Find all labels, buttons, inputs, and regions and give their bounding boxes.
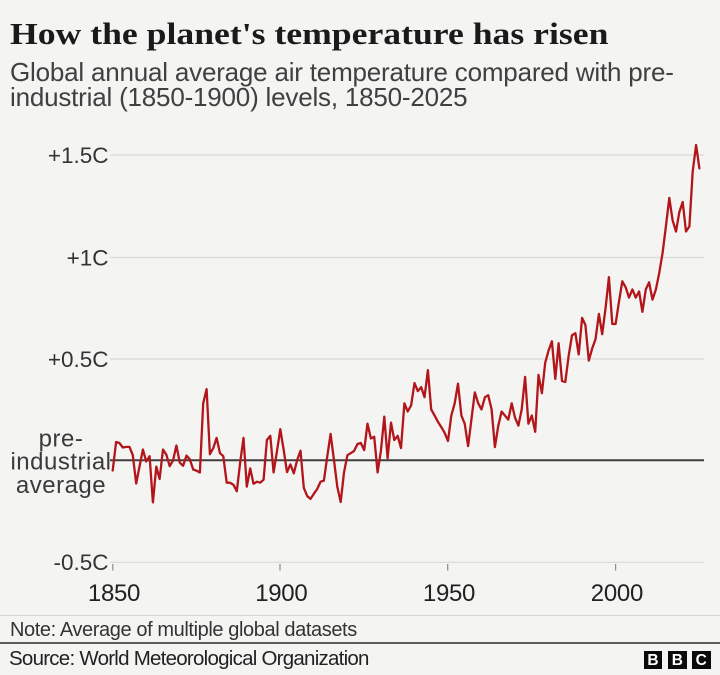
svg-text:1900: 1900 (255, 580, 307, 607)
svg-text:industrial: industrial (10, 449, 111, 476)
svg-text:pre-: pre- (39, 426, 84, 453)
svg-text:+0.5C: +0.5C (48, 347, 109, 372)
svg-text:1950: 1950 (423, 580, 475, 607)
svg-text:+1.5C: +1.5C (48, 143, 109, 168)
svg-text:1850: 1850 (88, 580, 140, 607)
svg-text:2000: 2000 (591, 580, 643, 607)
svg-text:+1C: +1C (67, 245, 109, 270)
svg-text:average: average (16, 472, 106, 499)
svg-text:-0.5C: -0.5C (53, 550, 108, 575)
